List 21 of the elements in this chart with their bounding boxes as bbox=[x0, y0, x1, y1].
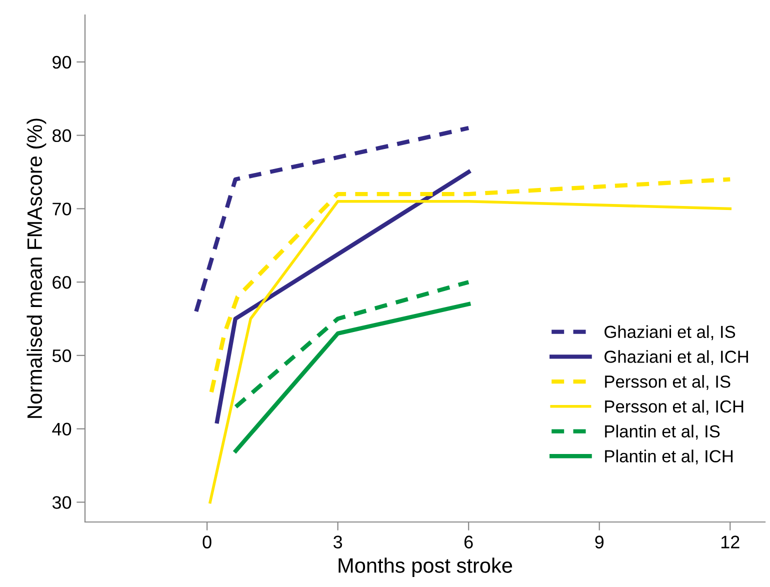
legend-label: Ghaziani et al, IS bbox=[604, 325, 736, 340]
y-tick-label: 30 bbox=[52, 496, 72, 509]
line-series bbox=[194, 126, 471, 314]
legend-label: Plantin et al, IS bbox=[605, 424, 720, 440]
y-tick-label: 60 bbox=[52, 276, 72, 289]
legend-label: Ghaziani et al, ICH bbox=[604, 350, 748, 365]
legend-label: Plantin et al, ICH bbox=[605, 450, 733, 464]
x-tick-label: 0 bbox=[202, 536, 212, 548]
y-axis-title: Normalised mean FMAscore (%) bbox=[26, 118, 46, 418]
x-tick-label: 12 bbox=[721, 536, 740, 548]
legend-label: Persson et al, ICH bbox=[605, 400, 744, 415]
y-tick-label: 70 bbox=[52, 202, 72, 216]
x-axis-title: Months post stroke bbox=[338, 558, 512, 577]
x-tick-label: 3 bbox=[333, 536, 342, 548]
y-tick-label: 40 bbox=[52, 422, 72, 436]
x-tick-label: 9 bbox=[595, 536, 604, 548]
y-tick-label: 90 bbox=[52, 56, 72, 69]
y-tick-label: 80 bbox=[52, 129, 72, 142]
x-tick-label: 6 bbox=[464, 536, 473, 548]
y-tick-label: 50 bbox=[52, 349, 72, 362]
legend-label: Persson et al, IS bbox=[605, 375, 730, 390]
